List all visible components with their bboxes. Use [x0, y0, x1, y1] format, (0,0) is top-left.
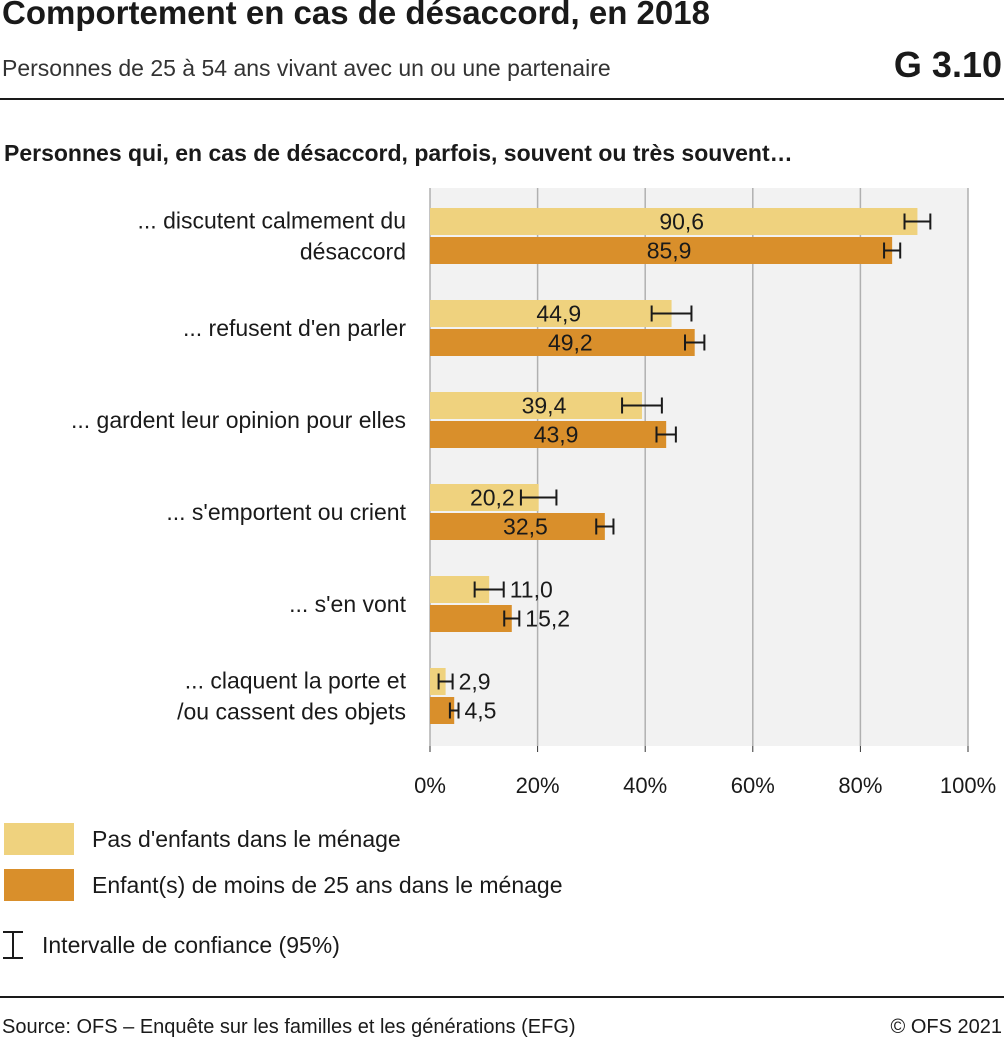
chart-title: Comportement en cas de désaccord, en 201…: [2, 0, 710, 31]
data-label: 43,9: [534, 422, 579, 448]
legend-item-no-children: Pas d'enfants dans le ménage: [4, 822, 401, 856]
x-tick-label: 40%: [623, 773, 667, 798]
legend-label-no-children: Pas d'enfants dans le ménage: [92, 825, 401, 852]
bar: [430, 513, 605, 540]
bar: [430, 392, 642, 419]
legend-swatch-no-children: [4, 823, 74, 855]
data-label: 49,2: [548, 330, 593, 356]
chart-subtitle: Personnes de 25 à 54 ans vivant avec un …: [2, 55, 611, 81]
error-bar-icon: [3, 931, 23, 959]
data-label: 4,5: [465, 698, 497, 724]
plot-area: [430, 188, 968, 746]
data-label: 90,6: [659, 209, 704, 235]
data-label: 44,9: [536, 301, 581, 327]
category-label: ... discutent calmement du désaccord: [138, 208, 406, 265]
chart-code: G 3.10: [893, 44, 1002, 85]
bar: [430, 208, 918, 235]
legend-swatch-children: [4, 869, 74, 901]
data-label: 2,9: [459, 669, 491, 695]
data-label: 20,2: [470, 485, 515, 511]
data-label: 32,5: [503, 514, 548, 540]
legend-label-ci: Intervalle de confiance (95%): [42, 931, 340, 958]
bar: [430, 605, 512, 632]
data-label: 11,0: [510, 577, 553, 603]
x-tick-label: 20%: [516, 773, 560, 798]
x-tick-label: 80%: [838, 773, 882, 798]
category-label: ... s'en vont: [289, 591, 407, 617]
bar: [430, 300, 672, 327]
footer-rule: [0, 996, 1004, 998]
bar-chart: 0% 20% 40% 60% 80% 100% ... discutent calmemen…: [71, 188, 996, 798]
header-rule: [0, 98, 1004, 100]
bar: [430, 421, 667, 448]
bar: [430, 237, 893, 264]
legend-item-ci: Intervalle de confiance (95%): [0, 928, 340, 962]
data-label: 39,4: [522, 393, 567, 419]
chart-heading: Personnes qui, en cas de désaccord, parf…: [4, 140, 793, 166]
category-label: ... refusent d'en parler: [183, 315, 406, 341]
category-label: ... s'emportent ou crient: [166, 499, 406, 525]
x-tick-label: 100%: [940, 773, 996, 798]
category-label: ... gardent leur opinion pour elles: [71, 407, 406, 433]
x-tick-label: 0%: [414, 773, 446, 798]
data-label: 85,9: [647, 238, 692, 264]
category-label: ... claquent la porte et/ou cassent des …: [177, 668, 406, 725]
bar: [430, 329, 695, 356]
copyright: © OFS 2021: [890, 1016, 1002, 1038]
source-note: Source: OFS – Enquête sur les familles e…: [2, 1016, 576, 1038]
legend-label-children: Enfant(s) de moins de 25 ans dans le mén…: [92, 871, 563, 898]
x-tick-label: 60%: [731, 773, 775, 798]
data-label: 15,2: [525, 606, 570, 632]
legend-item-children: Enfant(s) de moins de 25 ans dans le mén…: [4, 868, 563, 902]
